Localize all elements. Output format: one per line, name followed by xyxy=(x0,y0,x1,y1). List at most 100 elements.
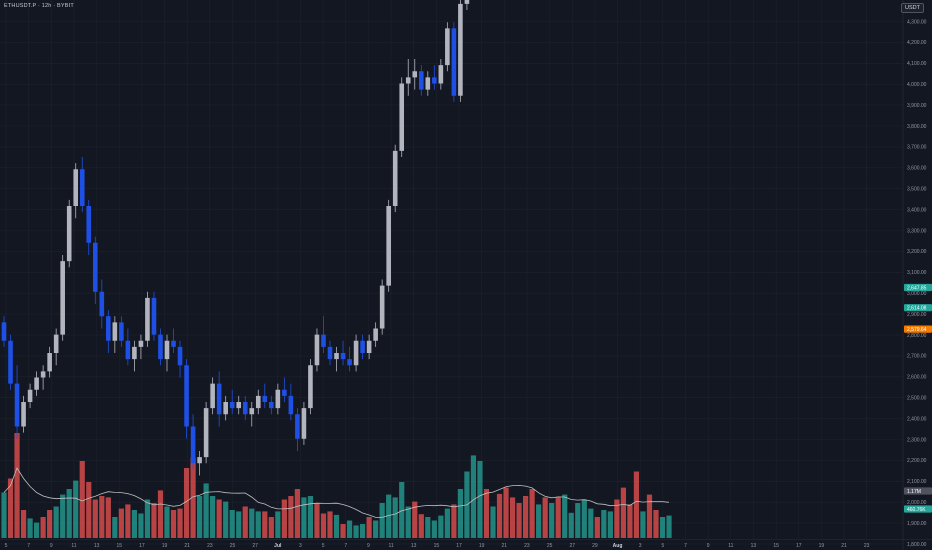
candle-body xyxy=(405,77,411,84)
candle-body xyxy=(40,371,46,378)
candle xyxy=(379,279,385,335)
volume-bar xyxy=(516,503,522,538)
candle-body xyxy=(119,322,124,341)
candle xyxy=(210,377,215,415)
candle xyxy=(236,395,242,415)
price-tick-label: 2,500.00 xyxy=(907,396,927,402)
candle xyxy=(158,328,163,366)
volume-bar xyxy=(373,520,379,538)
candle-body xyxy=(262,395,268,402)
candle xyxy=(321,316,326,353)
candle xyxy=(347,346,352,372)
candle xyxy=(353,334,359,372)
price-tags: 4,101.624,069.854,037.703,648.4401:52:21… xyxy=(904,283,932,513)
candle-body xyxy=(301,408,307,439)
candle xyxy=(27,383,33,409)
volume-bar xyxy=(47,510,53,538)
volume-bar xyxy=(353,525,359,538)
candle xyxy=(177,340,183,378)
date-tick-label: 27 xyxy=(252,543,258,549)
volume-bar xyxy=(627,504,633,538)
volume-bar xyxy=(536,504,542,538)
date-tick-label: 17 xyxy=(796,543,802,549)
candle-body xyxy=(99,291,105,317)
volume-bar xyxy=(197,496,203,538)
candle-body xyxy=(112,322,118,341)
volume-bar xyxy=(601,510,607,538)
candle xyxy=(405,59,411,96)
volume-bar xyxy=(633,471,640,538)
volume-bar xyxy=(581,499,587,538)
volume-bar xyxy=(496,493,503,538)
volume-bar xyxy=(210,496,216,538)
candle-body xyxy=(451,28,457,96)
candle xyxy=(86,199,92,255)
volume-bar xyxy=(177,508,183,538)
candle xyxy=(314,328,320,372)
date-tick-label: 25 xyxy=(547,543,553,549)
price-axis[interactable]: 4,300.00 4,200.00 4,100.00 4,000.00 3,900.00… xyxy=(902,0,927,550)
volume-bar xyxy=(438,515,444,538)
candle xyxy=(275,383,281,415)
volume-bar xyxy=(425,517,431,538)
volume-bar xyxy=(366,517,372,538)
candle xyxy=(216,371,222,427)
candle xyxy=(418,65,424,96)
price-tag-bg xyxy=(904,304,932,312)
volume-bar xyxy=(379,503,385,538)
volume-bar xyxy=(53,506,59,538)
date-tick-label: 3 xyxy=(639,543,642,549)
date-tick-label: 29 xyxy=(592,543,598,549)
volume-bar xyxy=(327,511,333,538)
price-tick-label: 2,900.00 xyxy=(907,312,927,318)
candle xyxy=(432,65,437,90)
volume-bar xyxy=(60,494,66,538)
volume-bar xyxy=(477,461,483,538)
volume-bar xyxy=(164,506,170,538)
date-tick-label: 9 xyxy=(707,543,710,549)
date-tick-label: 11 xyxy=(388,543,393,549)
candle xyxy=(366,334,372,360)
candle-body xyxy=(1,322,7,341)
candle xyxy=(282,377,287,402)
candle xyxy=(203,402,209,464)
candle xyxy=(171,328,176,353)
volume-tag: 1.17M xyxy=(904,487,932,495)
volume-bar xyxy=(73,480,79,538)
candle xyxy=(229,389,235,415)
volume-bar xyxy=(412,501,418,538)
date-tick-label: 21 xyxy=(502,543,508,549)
candle-body xyxy=(321,334,326,347)
volume-bar xyxy=(255,511,261,538)
volume-bar xyxy=(418,514,424,538)
price-tick-label: 2,000.00 xyxy=(907,500,927,506)
date-tick-label: 25 xyxy=(230,543,236,549)
candle-body xyxy=(184,365,189,427)
candle-body xyxy=(458,3,463,96)
candle-body xyxy=(412,71,418,78)
candle xyxy=(438,59,444,90)
candle xyxy=(301,402,307,445)
candle-body xyxy=(79,169,85,206)
candle-body xyxy=(392,150,398,206)
candle xyxy=(255,389,261,415)
candle-body xyxy=(203,408,209,458)
volume-bar xyxy=(223,501,229,538)
candle xyxy=(79,157,85,213)
candle xyxy=(34,371,39,396)
candle xyxy=(386,199,391,292)
candle-body xyxy=(73,169,79,206)
candle xyxy=(412,59,418,90)
volume-bar xyxy=(34,522,40,538)
symbol-title[interactable]: ETHUSDT.P · 12h · BYBIT xyxy=(4,3,74,9)
currency-button[interactable]: USDT xyxy=(901,3,924,13)
date-tick-label: 5 xyxy=(5,543,8,549)
price-tick-label: 4,100.00 xyxy=(907,61,927,67)
candle-body xyxy=(445,28,450,66)
volume-tag-bg xyxy=(904,505,932,513)
time-axis[interactable]: 5 7 9 11 13 15 17 19 21 23 25 27 Jul 3 5 7 9 11 13 15 17 19 21… xyxy=(0,539,932,550)
candle xyxy=(458,0,463,102)
price-tick-label: 2,400.00 xyxy=(907,416,927,422)
